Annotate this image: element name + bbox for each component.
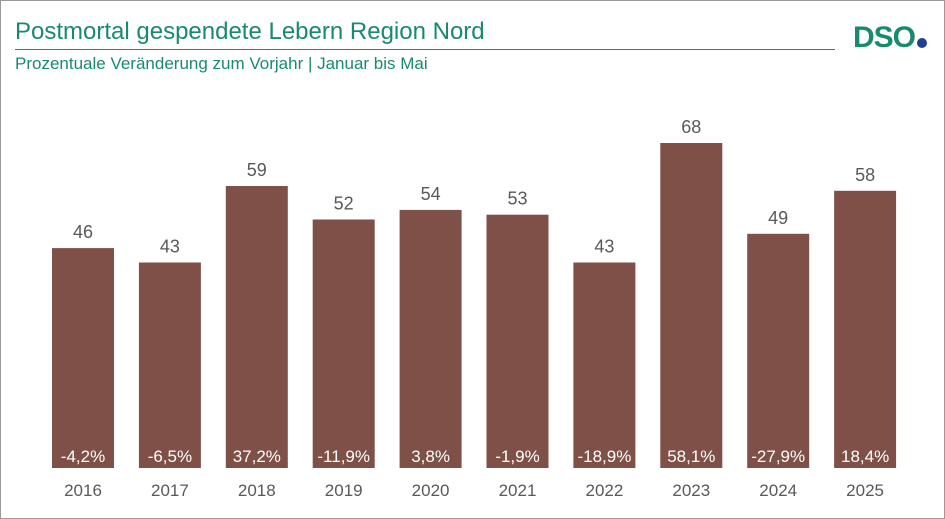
change-label-2018: 37,2% — [233, 447, 281, 466]
dso-logo-text: DSO — [853, 22, 916, 52]
x-tick-label-2017: 2017 — [151, 481, 189, 500]
title-divider — [15, 49, 835, 50]
x-tick-label-2021: 2021 — [499, 481, 537, 500]
value-label-2023: 68 — [681, 117, 701, 137]
change-label-2023: 58,1% — [667, 447, 715, 466]
bar-2016 — [52, 248, 114, 468]
x-tick-label-2025: 2025 — [846, 481, 884, 500]
bar-2021 — [486, 214, 549, 468]
change-label-2024: -27,9% — [751, 447, 805, 466]
x-tick-label-2019: 2019 — [325, 481, 363, 500]
dso-logo: DSO — [853, 22, 927, 52]
value-label-2025: 58 — [855, 165, 875, 185]
dso-logo-dot — [917, 38, 927, 48]
x-tick-label-2020: 2020 — [412, 481, 450, 500]
change-label-2025: 18,4% — [841, 447, 889, 466]
value-label-2019: 52 — [334, 194, 354, 214]
chart-title: Postmortal gespendete Lebern Region Nord — [15, 18, 485, 45]
value-label-2017: 43 — [160, 237, 180, 257]
x-tick-label-2016: 2016 — [64, 481, 102, 500]
bar-2017 — [138, 262, 201, 468]
value-label-2022: 43 — [594, 237, 614, 257]
value-label-2018: 59 — [247, 160, 267, 180]
bar-2020 — [399, 209, 462, 468]
bar-2023 — [660, 143, 723, 468]
value-label-2021: 53 — [507, 189, 527, 209]
value-label-2020: 54 — [421, 184, 441, 204]
x-tick-label-2023: 2023 — [672, 481, 710, 500]
bar-2022 — [573, 262, 636, 468]
change-label-2022: -18,9% — [577, 447, 631, 466]
change-label-2016: -4,2% — [61, 447, 105, 466]
value-label-2024: 49 — [768, 208, 788, 228]
value-label-2016: 46 — [73, 222, 93, 242]
change-label-2020: 3,8% — [411, 447, 450, 466]
change-label-2021: -1,9% — [495, 447, 539, 466]
chart-subtitle: Prozentuale Veränderung zum Vorjahr | Ja… — [15, 54, 428, 73]
x-tick-label-2018: 2018 — [238, 481, 276, 500]
bar-2019 — [312, 219, 375, 468]
change-label-2019: -11,9% — [317, 447, 370, 466]
bar-2018 — [225, 186, 288, 468]
x-tick-label-2022: 2022 — [585, 481, 623, 500]
x-tick-label-2024: 2024 — [759, 481, 797, 500]
bar-2024 — [747, 233, 810, 468]
bar-2025 — [834, 190, 897, 469]
change-label-2017: -6,5% — [148, 447, 192, 466]
